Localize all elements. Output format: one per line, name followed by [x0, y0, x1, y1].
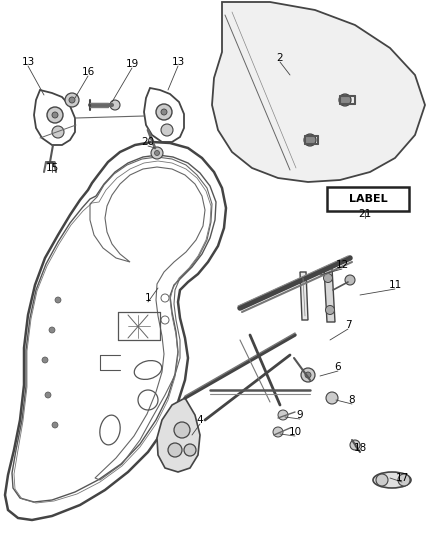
Circle shape [324, 273, 332, 282]
FancyBboxPatch shape [327, 187, 409, 211]
Circle shape [326, 392, 338, 404]
Circle shape [339, 94, 351, 106]
Text: 18: 18 [353, 443, 367, 453]
Circle shape [151, 147, 163, 159]
Circle shape [55, 297, 61, 303]
Circle shape [174, 422, 190, 438]
Text: 10: 10 [289, 427, 301, 437]
Circle shape [110, 100, 120, 110]
Polygon shape [324, 268, 335, 322]
Circle shape [156, 104, 172, 120]
Circle shape [301, 368, 315, 382]
Circle shape [155, 150, 159, 156]
Ellipse shape [373, 472, 411, 488]
Text: 19: 19 [125, 59, 138, 69]
Circle shape [350, 440, 360, 450]
Text: 4: 4 [197, 415, 203, 425]
Circle shape [304, 134, 316, 146]
Circle shape [273, 427, 283, 437]
Circle shape [65, 93, 79, 107]
Polygon shape [212, 2, 425, 182]
Text: 15: 15 [46, 163, 59, 173]
Text: 7: 7 [345, 320, 351, 330]
Text: 21: 21 [358, 209, 371, 219]
Circle shape [161, 124, 173, 136]
Circle shape [52, 422, 58, 428]
Text: 16: 16 [81, 67, 95, 77]
Text: 1: 1 [145, 293, 151, 303]
Text: LABEL: LABEL [349, 194, 387, 204]
Text: 6: 6 [335, 362, 341, 372]
Text: 13: 13 [171, 57, 185, 67]
Polygon shape [300, 272, 308, 320]
Circle shape [168, 443, 182, 457]
Circle shape [345, 275, 355, 285]
Circle shape [52, 112, 58, 118]
Circle shape [398, 474, 410, 486]
Text: 2: 2 [277, 53, 283, 63]
Circle shape [305, 372, 311, 378]
Circle shape [161, 109, 167, 115]
Polygon shape [157, 398, 200, 472]
Circle shape [325, 305, 335, 314]
Text: 11: 11 [389, 280, 402, 290]
Text: 8: 8 [349, 395, 355, 405]
Circle shape [184, 444, 196, 456]
Circle shape [52, 126, 64, 138]
Circle shape [42, 357, 48, 363]
Text: 12: 12 [336, 260, 349, 270]
Circle shape [49, 327, 55, 333]
Circle shape [278, 410, 288, 420]
Text: 9: 9 [297, 410, 303, 420]
Text: 20: 20 [141, 137, 155, 147]
Circle shape [376, 474, 388, 486]
Circle shape [47, 107, 63, 123]
Circle shape [45, 392, 51, 398]
Text: 13: 13 [21, 57, 35, 67]
Text: 17: 17 [396, 473, 409, 483]
Circle shape [69, 97, 75, 103]
